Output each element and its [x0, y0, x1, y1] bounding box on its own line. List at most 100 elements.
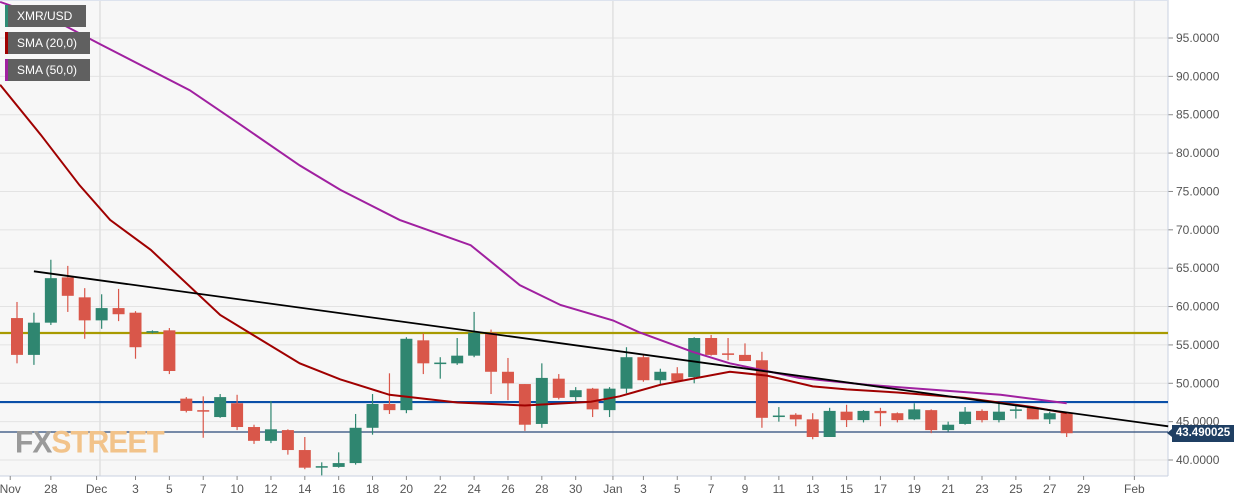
- candle: [976, 409, 989, 423]
- candle-body: [654, 371, 667, 381]
- candle: [27, 312, 40, 365]
- x-tick-label: 28: [44, 482, 58, 496]
- candle: [366, 394, 379, 435]
- x-tick-label: 7: [708, 482, 715, 496]
- candle: [857, 410, 870, 423]
- x-tick-label: 5: [674, 482, 681, 496]
- x-tick-label: 30: [569, 482, 583, 496]
- plot-background: [0, 0, 1168, 476]
- candle-body: [197, 410, 210, 412]
- candle-body: [214, 397, 227, 418]
- fxstreet-watermark: FXSTREET: [15, 425, 165, 461]
- candle: [129, 311, 142, 359]
- x-tick-label: Dec: [86, 482, 107, 496]
- y-tick-label: 95.0000: [1176, 31, 1220, 45]
- candle-body: [705, 338, 718, 355]
- candle: [451, 338, 464, 365]
- candle: [518, 384, 531, 431]
- candle: [840, 404, 853, 428]
- candle-body: [264, 429, 277, 441]
- candle: [434, 357, 447, 379]
- candle: [874, 407, 887, 427]
- candle-body: [11, 318, 23, 355]
- candle: [11, 301, 23, 364]
- candle: [95, 294, 108, 329]
- x-tick-label: 14: [298, 482, 312, 496]
- y-tick-label: 80.0000: [1176, 146, 1220, 160]
- y-tick-label: 85.0000: [1176, 108, 1220, 122]
- candle: [214, 394, 227, 418]
- x-tick-label: Jan: [603, 482, 622, 496]
- candle-body: [366, 404, 379, 428]
- candle: [78, 288, 91, 339]
- candle: [1009, 406, 1022, 419]
- current-price-label: 43.490025: [1167, 425, 1234, 442]
- candle-body: [1026, 407, 1039, 420]
- legend-sma-50[interactable]: SMA (50,0): [5, 59, 90, 81]
- x-tick-label: 19: [908, 482, 922, 496]
- candle-body: [248, 427, 261, 441]
- candle-body: [518, 384, 531, 425]
- candle: [925, 409, 938, 434]
- candle-body: [95, 308, 108, 321]
- watermark-fx: FX: [15, 425, 52, 460]
- candle: [349, 413, 362, 465]
- x-tick-label: 18: [366, 482, 380, 496]
- candle: [908, 403, 921, 421]
- candle: [332, 452, 345, 468]
- candle: [738, 343, 751, 362]
- legend-color-strip: [5, 5, 8, 27]
- legend-sma-20[interactable]: SMA (20,0): [5, 32, 90, 54]
- candle: [992, 403, 1005, 423]
- x-tick-label: 29: [1077, 482, 1091, 496]
- candle-body: [535, 377, 548, 424]
- x-tick-label: 27: [1043, 482, 1057, 496]
- candle: [688, 337, 701, 384]
- candle: [705, 334, 718, 356]
- candle-body: [738, 354, 751, 362]
- candle-body: [942, 424, 955, 431]
- sma-50-line: [0, 0, 1067, 405]
- candle-body: [874, 410, 887, 414]
- y-tick-label: 50.0000: [1176, 376, 1220, 390]
- candle-body: [552, 378, 565, 398]
- candle: [44, 259, 57, 325]
- candle: [112, 288, 125, 322]
- candle-body: [417, 340, 430, 364]
- x-tick-label: 5: [166, 482, 173, 496]
- candle-body: [688, 338, 701, 378]
- candle-body: [992, 411, 1005, 421]
- candle-body: [434, 362, 447, 365]
- candle-body: [1060, 413, 1073, 434]
- x-tick-label: 23: [975, 482, 989, 496]
- candle-body: [501, 371, 514, 384]
- candle-body: [671, 373, 684, 381]
- candle-body: [485, 332, 498, 372]
- x-tick-label: 3: [132, 482, 139, 496]
- candle-body: [281, 430, 294, 451]
- x-tick-label: 10: [230, 482, 244, 496]
- candle: [468, 311, 481, 358]
- x-tick-label: 22: [434, 482, 448, 496]
- candle-body: [569, 390, 582, 398]
- candle-body: [925, 410, 938, 431]
- candle-body: [976, 410, 989, 421]
- candle: [400, 337, 413, 414]
- watermark-street: STREET: [51, 425, 164, 460]
- legend-xmr-usd[interactable]: XMR/USD: [5, 5, 86, 27]
- candle-body: [400, 338, 413, 411]
- x-tick-label: Feb: [1124, 482, 1145, 496]
- candle-body: [806, 419, 819, 437]
- y-tick-label: 40.0000: [1176, 453, 1220, 467]
- legend-color-strip: [5, 59, 8, 81]
- x-tick-label: 3: [640, 482, 647, 496]
- x-tick-label: 20: [400, 482, 414, 496]
- trendline: [33, 270, 1169, 428]
- candle-body: [44, 278, 57, 323]
- x-tick-label: 7: [200, 482, 207, 496]
- candle-body: [61, 277, 74, 296]
- candle-body: [840, 411, 853, 421]
- candle-body: [603, 388, 616, 411]
- candle-body: [620, 357, 633, 389]
- candle: [180, 397, 193, 413]
